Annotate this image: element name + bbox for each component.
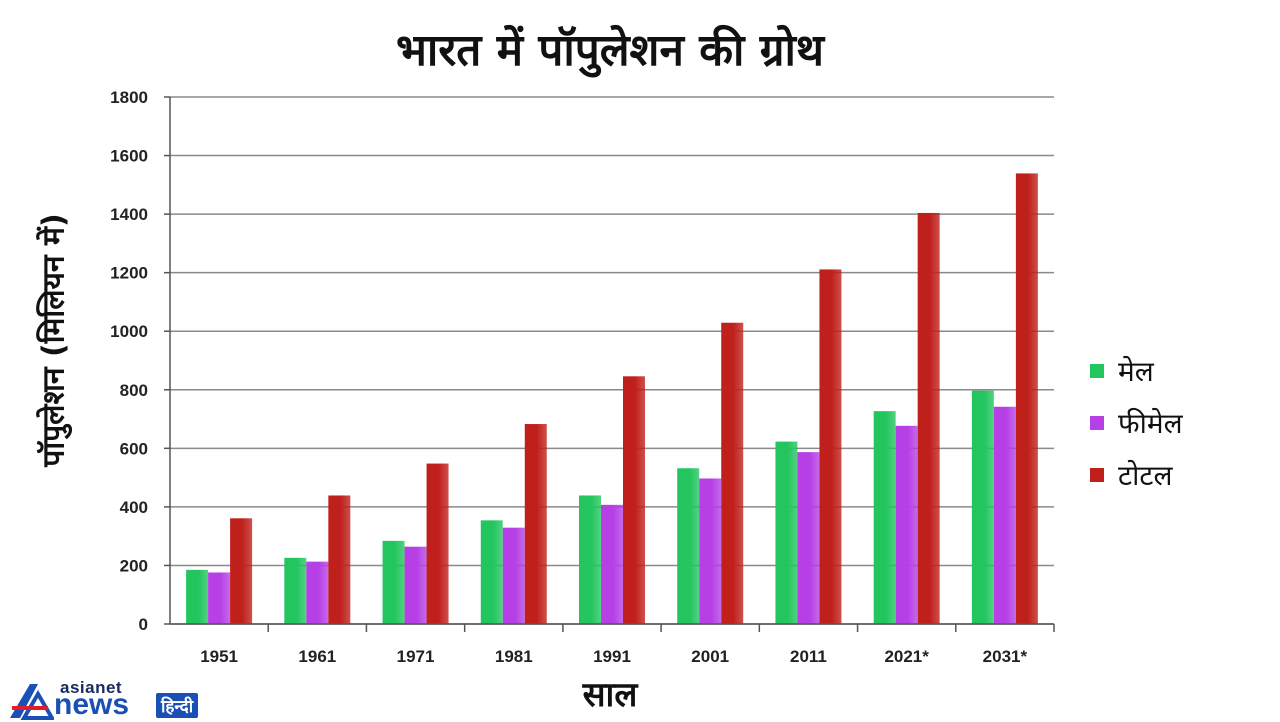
bar-male-1991 bbox=[579, 495, 601, 624]
axes: 0 200 400 600 800 1000 1200 1400 1600 1800 1951 196… bbox=[110, 88, 1055, 666]
legend-label: टोटल bbox=[1118, 459, 1173, 492]
bar-male-2001 bbox=[677, 468, 700, 624]
legend-item: फीमेल bbox=[1090, 397, 1183, 449]
bar-total-2011 bbox=[819, 269, 842, 624]
x-tick-label: 2031* bbox=[983, 647, 1028, 666]
bar-female-2001 bbox=[699, 478, 722, 624]
bar-total-1971 bbox=[426, 463, 449, 624]
bar-total-1991 bbox=[623, 376, 645, 624]
bar-total-1951 bbox=[230, 518, 253, 624]
bar-total-2001 bbox=[721, 322, 744, 624]
bar-female-1961 bbox=[306, 561, 329, 624]
y-tick-label: 400 bbox=[120, 498, 148, 517]
x-tick-label: 1971 bbox=[397, 647, 435, 666]
brand-hindi-badge: हिन्दी bbox=[156, 693, 199, 718]
bar-total-1961 bbox=[328, 495, 351, 624]
y-tick-label: 800 bbox=[120, 381, 148, 400]
bar-male-1981 bbox=[480, 520, 503, 624]
y-tick-label: 1400 bbox=[110, 205, 148, 224]
bar-male-1971 bbox=[382, 540, 405, 624]
x-tick-label: 1951 bbox=[200, 647, 238, 666]
bar-male-1951 bbox=[186, 569, 209, 624]
bar-total-2021 bbox=[917, 212, 940, 624]
x-tick-label: 2011 bbox=[790, 647, 827, 666]
y-tick-label: 1000 bbox=[110, 322, 148, 341]
asianet-logo-icon bbox=[10, 684, 54, 720]
legend-swatch bbox=[1090, 416, 1104, 430]
y-tick-label: 1800 bbox=[110, 88, 148, 107]
bar-total-1981 bbox=[524, 424, 547, 624]
y-tick-label: 1600 bbox=[110, 147, 148, 166]
y-tick-label: 0 bbox=[139, 615, 148, 634]
x-tick-label: 2001 bbox=[691, 647, 729, 666]
x-tick-label: 1981 bbox=[495, 647, 533, 666]
y-tick-label: 1200 bbox=[110, 264, 148, 283]
legend-item: टोटल bbox=[1090, 449, 1183, 501]
x-tick-label: 1961 bbox=[298, 647, 336, 666]
bars bbox=[186, 173, 1038, 625]
legend-label: फीमेल bbox=[1118, 407, 1183, 440]
x-axis-title: साल bbox=[582, 675, 638, 715]
brand-logo: asianet news हिन्दी bbox=[8, 678, 218, 722]
bar-male-2011 bbox=[775, 441, 798, 624]
bar-female-2021 bbox=[895, 425, 918, 624]
brand-asianet-text: asianet bbox=[60, 678, 123, 697]
y-tick-label: 600 bbox=[120, 439, 148, 458]
legend-swatch bbox=[1090, 468, 1104, 482]
y-tick-label: 200 bbox=[120, 556, 148, 575]
bar-female-1991 bbox=[601, 504, 623, 624]
bar-female-1971 bbox=[404, 546, 427, 624]
legend-item: मेल bbox=[1090, 345, 1183, 397]
bar-male-2031 bbox=[971, 390, 994, 624]
bar-female-2011 bbox=[797, 452, 820, 624]
brand-news-text: news bbox=[54, 688, 130, 721]
bar-female-2031 bbox=[993, 406, 1016, 624]
legend: मेल फीमेल टोटल bbox=[1090, 345, 1183, 501]
x-tick-label: 2021* bbox=[884, 647, 929, 666]
legend-swatch bbox=[1090, 364, 1104, 378]
bar-male-2021 bbox=[873, 411, 896, 624]
x-tick-label: 1991 bbox=[593, 647, 631, 666]
chart-title: भारत में पॉपुलेशन की ग्रोथ bbox=[395, 25, 825, 76]
bar-female-1981 bbox=[502, 527, 525, 624]
bar-total-2031 bbox=[1015, 173, 1038, 625]
bar-male-1961 bbox=[284, 557, 307, 624]
bar-female-1951 bbox=[208, 572, 231, 624]
legend-label: मेल bbox=[1118, 355, 1154, 388]
